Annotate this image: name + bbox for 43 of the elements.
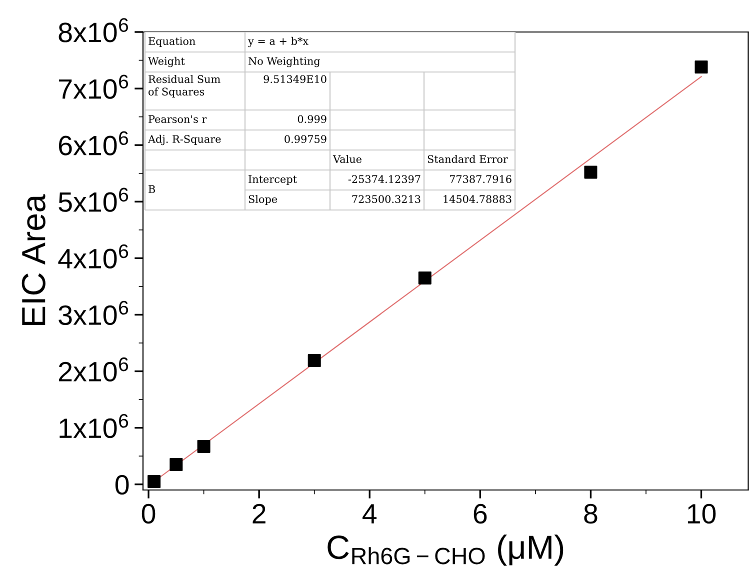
annotation: Adj. R-Square bbox=[148, 134, 221, 146]
annotation: Pearson's r bbox=[148, 115, 207, 124]
x-tick-label: 8 bbox=[584, 504, 598, 524]
y-tick-label: 2x10$^{6}$ bbox=[58, 357, 128, 382]
annotation: -25374.12397 bbox=[348, 175, 420, 184]
point bbox=[584, 166, 598, 179]
point bbox=[694, 60, 708, 74]
y-tick-label: 1x10$^{6}$ bbox=[60, 414, 128, 438]
y-tick-label: 7x10$^{6}$ bbox=[59, 74, 128, 99]
annotation: Weight bbox=[148, 56, 185, 68]
annotation: No Weighting bbox=[248, 56, 320, 68]
x-tick-label: 0 bbox=[142, 504, 156, 524]
x-tick-label: 4 bbox=[362, 504, 377, 524]
annotation: 0.999 bbox=[298, 115, 326, 124]
x-tick-label: 10 bbox=[688, 504, 716, 524]
y-axis-title: EIC Area bbox=[22, 194, 46, 325]
y-tick-label: 3x10$^{6}$ bbox=[58, 300, 128, 326]
y-tick-label: 5x10$^{6}$ bbox=[58, 188, 128, 212]
annotation: 0.99759 bbox=[284, 135, 326, 144]
y-tick-label: 0 bbox=[115, 475, 129, 495]
point bbox=[308, 354, 321, 368]
annotation: 723500.3213 bbox=[352, 195, 420, 204]
x-tick-label: 6 bbox=[474, 504, 487, 524]
annotation: 9.51349E10 bbox=[264, 75, 326, 84]
y-tick-label: 4x10$^{6}$ bbox=[58, 244, 128, 268]
annotation: B bbox=[148, 185, 156, 193]
annotation: Equation bbox=[148, 37, 196, 48]
x-tick-label: 2 bbox=[252, 504, 266, 524]
point bbox=[418, 271, 432, 284]
point bbox=[148, 475, 161, 488]
y-tick-label: 6x10$^{6}$ bbox=[58, 131, 128, 156]
annotation: 77387.7916 bbox=[450, 175, 512, 184]
annotation: Slope bbox=[248, 194, 278, 206]
annotation: Residual Sum of Squares bbox=[148, 75, 220, 98]
x-axis-title: C$_{Rh6G−CHO}$ (μM) bbox=[328, 534, 564, 566]
annotation: Standard Error bbox=[428, 154, 508, 164]
y-tick-label: 8x10$^{6}$ bbox=[58, 18, 128, 42]
annotation: Intercept bbox=[248, 175, 297, 186]
point bbox=[170, 458, 183, 472]
point bbox=[197, 440, 210, 453]
annotation: y = a + b*x bbox=[248, 36, 308, 48]
annotation: 14504.78883 bbox=[444, 195, 512, 204]
annotation: Value bbox=[332, 154, 362, 164]
